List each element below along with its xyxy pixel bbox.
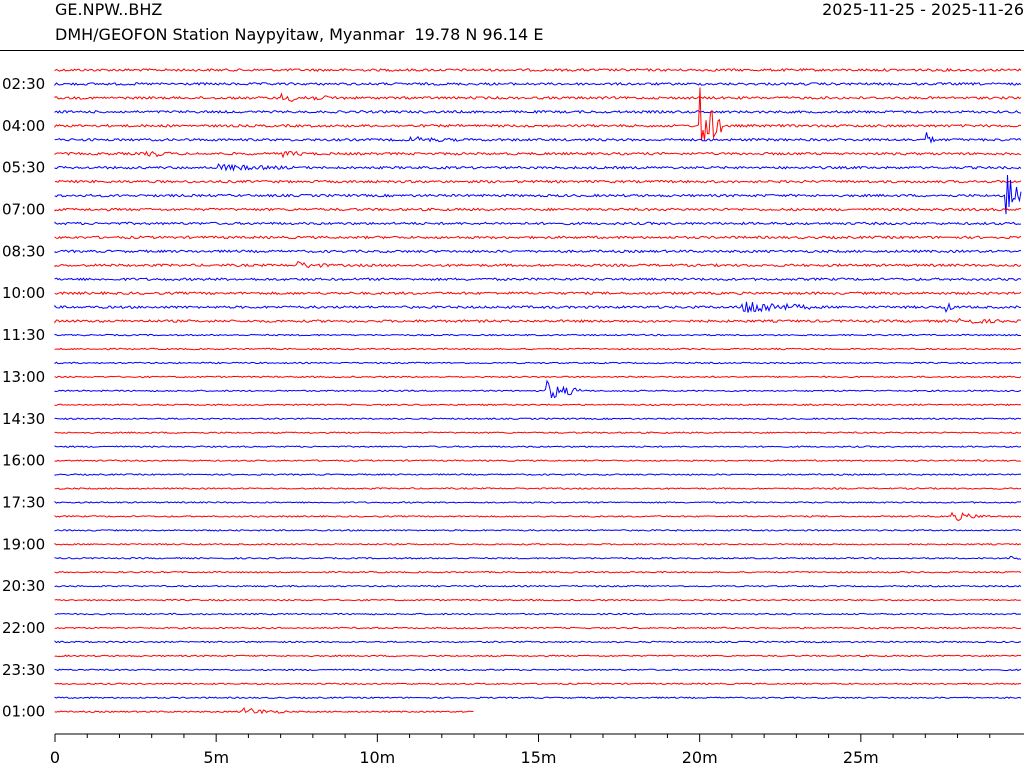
- trace-row-39: [54, 598, 1022, 602]
- trace-row-5: [54, 87, 1022, 141]
- station-description: DMH/GEOFON Station Naypyitaw, Myanmar 19…: [55, 25, 544, 44]
- trace-row-15: [54, 260, 1022, 269]
- trace-row-25: [54, 403, 1022, 407]
- header-divider: [0, 50, 1024, 51]
- trace-row-35: [54, 542, 1022, 546]
- trace-row-31: [54, 487, 1022, 490]
- trace-row-1: [54, 67, 1022, 72]
- trace-group: [54, 67, 1022, 715]
- y-tick-label: 23:30: [2, 661, 45, 679]
- trace-row-2: [54, 81, 1022, 87]
- station-code-title: GE.NPW..BHZ: [55, 0, 163, 19]
- trace-row-23: [54, 375, 1022, 379]
- date-range-title: 2025-11-25 - 2025-11-26: [822, 0, 1024, 19]
- trace-row-9: [54, 179, 1022, 184]
- trace-row-36: [54, 555, 1022, 560]
- trace-row-16: [54, 277, 1022, 282]
- x-tick-label: 0: [50, 748, 60, 767]
- y-tick-label: 07:00: [2, 201, 45, 219]
- y-tick-label: 19:00: [2, 535, 45, 553]
- trace-row-44: [54, 668, 1022, 672]
- trace-row-34: [54, 529, 1022, 532]
- trace-row-17: [54, 291, 1022, 296]
- trace-row-30: [54, 473, 1022, 476]
- trace-row-7: [54, 150, 1022, 159]
- x-tick-label: 25m: [843, 748, 879, 767]
- y-tick-label: 05:30: [2, 159, 45, 177]
- trace-row-20: [54, 333, 1022, 337]
- trace-row-38: [54, 584, 1022, 588]
- trace-row-37: [54, 570, 1022, 574]
- trace-row-6: [54, 132, 1022, 144]
- y-tick-label: 10:00: [2, 284, 45, 302]
- trace-row-13: [54, 235, 1022, 240]
- trace-row-42: [54, 640, 1022, 644]
- trace-row-40: [54, 612, 1022, 616]
- trace-row-8: [54, 163, 1022, 172]
- trace-row-21: [54, 347, 1021, 351]
- trace-row-28: [54, 445, 1022, 448]
- y-tick-label: 17:30: [2, 493, 45, 511]
- x-tick-label: 15m: [521, 748, 557, 767]
- y-tick-label: 04:00: [2, 117, 45, 135]
- y-tick-label: 13:00: [2, 368, 45, 386]
- trace-row-41: [54, 626, 1022, 630]
- trace-row-18: [54, 301, 1022, 313]
- trace-row-32: [54, 500, 1022, 504]
- y-tick-label: 22:00: [2, 619, 45, 637]
- trace-row-27: [54, 431, 1022, 435]
- trace-row-12: [54, 221, 1022, 226]
- trace-row-10: [54, 174, 1022, 215]
- y-tick-label: 14:30: [2, 410, 45, 428]
- trace-row-29: [54, 459, 1022, 462]
- trace-row-45: [54, 682, 1022, 686]
- y-tick-label: 16:00: [2, 452, 45, 470]
- y-tick-label: 11:30: [2, 326, 45, 344]
- x-tick-label: 10m: [359, 748, 395, 767]
- y-tick-label: 01:00: [2, 703, 45, 721]
- trace-row-19: [54, 317, 1021, 325]
- x-tick-label: 20m: [682, 748, 718, 767]
- trace-row-24: [54, 379, 1022, 399]
- y-tick-label: 02:30: [2, 75, 45, 93]
- trace-row-4: [54, 109, 1022, 114]
- trace-row-47: [54, 706, 474, 715]
- trace-row-11: [54, 207, 1022, 212]
- time-axis-labels: 02:30 04:00 05:30 07:00 08:30 10:00 11:30 13:00…: [2, 75, 45, 721]
- y-tick-label: 20:30: [2, 577, 45, 595]
- trace-row-26: [54, 417, 1022, 421]
- trace-row-43: [54, 654, 1022, 658]
- y-tick-label: 08:30: [2, 242, 45, 260]
- minute-axis: 0 5m 10m 15m 20m 25m: [50, 733, 1024, 767]
- trace-row-46: [54, 696, 1022, 700]
- trace-row-3: [54, 92, 1022, 102]
- trace-row-22: [54, 361, 1022, 365]
- x-tick-label: 5m: [203, 748, 229, 767]
- trace-row-33: [54, 511, 1022, 521]
- trace-row-14: [54, 249, 1022, 254]
